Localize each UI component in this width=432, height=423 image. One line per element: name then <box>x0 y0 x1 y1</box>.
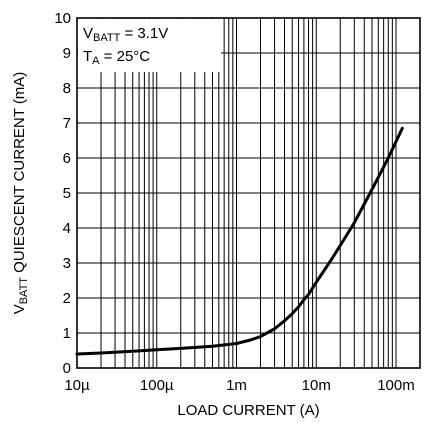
plot-frame <box>76 17 421 369</box>
y-tick-label: 3 <box>63 255 71 272</box>
y-tick-label: 8 <box>63 80 71 97</box>
annotation-vbatt: VBATT = 3.1V <box>83 25 168 44</box>
grid <box>77 18 420 368</box>
y-tick-label: 7 <box>63 115 71 132</box>
y-tick-label: 9 <box>63 45 71 62</box>
y-tick-label: 10 <box>54 10 71 27</box>
x-tick-labels: 10µ 100µ 1m 10m 100m <box>64 377 414 394</box>
series-line-0 <box>75 126 404 356</box>
annotation-temperature: TA = 25°C <box>83 48 150 67</box>
annotation-box <box>78 19 221 72</box>
x-tick-label: 100m <box>377 377 415 394</box>
series-layer <box>75 126 404 356</box>
x-tick-label: 10µ <box>64 377 90 394</box>
y-tick-label: 6 <box>63 150 71 167</box>
x-tick-label: 1m <box>226 377 247 394</box>
y-tick-labels: 0 1 2 3 4 5 6 7 8 9 10 <box>54 10 71 377</box>
x-tick-label: 10m <box>302 377 331 394</box>
x-tick-label: 100µ <box>140 377 174 394</box>
y-tick-label: 5 <box>63 185 71 202</box>
x-axis-title: LOAD CURRENT (A) <box>177 402 319 419</box>
y-tick-label: 0 <box>63 360 71 377</box>
y-tick-label: 4 <box>63 220 71 237</box>
y-tick-label: 2 <box>63 290 71 307</box>
y-axis-title: VBATT QUIESCENT CURRENT (mA) <box>11 72 30 315</box>
y-tick-label: 1 <box>63 325 71 342</box>
